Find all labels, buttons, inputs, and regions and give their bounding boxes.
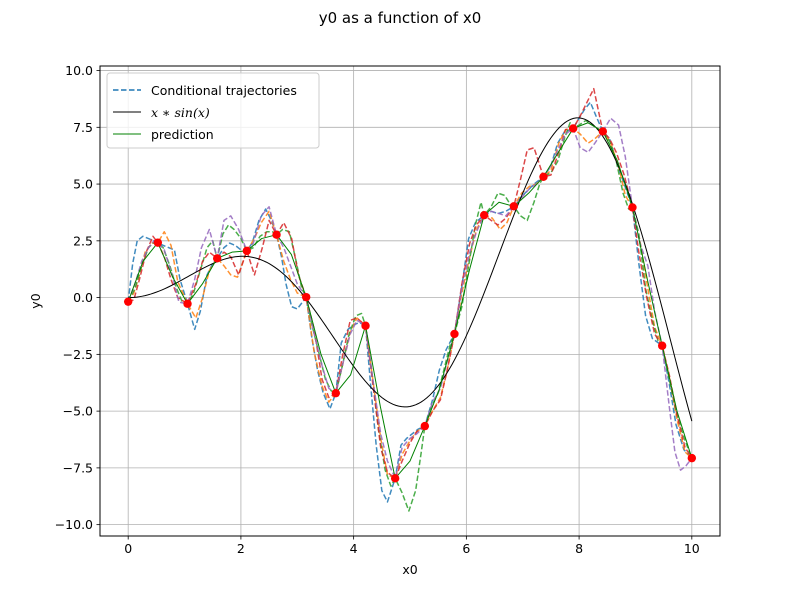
y-axis-ticks: −10.0 −7.5 −5.0 −2.5 0.0 2.5 5.0 7.5 10.0 [55, 63, 100, 532]
observation-point [272, 230, 281, 239]
y-tick-label: 5.0 [73, 177, 93, 192]
observation-points [123, 124, 697, 483]
observation-point [539, 172, 548, 182]
legend-label-reference: x ∗ sin(x) [151, 105, 210, 120]
trajectory-line-4 [127, 87, 693, 480]
observation-point [628, 203, 637, 212]
observation-point [687, 453, 697, 463]
observation-point [420, 421, 430, 431]
plot-frame [99, 65, 721, 537]
y-tick-label: 10.0 [65, 63, 93, 78]
observation-point [153, 238, 163, 247]
observation-point [657, 341, 667, 350]
observation-point [361, 321, 370, 330]
observation-point [212, 254, 222, 263]
y-tick-label: −7.5 [63, 460, 93, 475]
chart-title: y0 as a function of x0 [319, 9, 482, 27]
observation-point [568, 124, 578, 133]
x-axis-ticks: 0 2 4 6 8 10 [124, 536, 700, 556]
x-tick-label: 6 [462, 541, 470, 556]
y-tick-label: −5.0 [63, 404, 93, 419]
x-tick-label: 10 [684, 541, 700, 556]
observation-point [450, 329, 459, 339]
y-tick-label: −10.0 [55, 517, 93, 532]
y-axis-label: y0 [28, 293, 43, 308]
x-axis-label: x0 [402, 562, 417, 577]
reference-curve [128, 117, 693, 422]
observation-point [242, 246, 252, 256]
grid [100, 66, 720, 536]
prediction-layer [127, 122, 693, 479]
x-tick-label: 0 [124, 541, 132, 556]
observation-point [509, 202, 519, 211]
observation-point [598, 127, 608, 136]
y-tick-label: 0.0 [73, 290, 93, 305]
legend-label-prediction: prediction [151, 127, 214, 142]
x-tick-label: 8 [575, 541, 583, 556]
reference-curve-layer [128, 117, 693, 422]
legend: Conditional trajectories x ∗ sin(x) pred… [106, 72, 320, 149]
observation-point [183, 299, 192, 308]
prediction-line [127, 122, 693, 479]
observation-point [123, 297, 133, 306]
legend-box [106, 72, 320, 149]
y-tick-label: −2.5 [63, 347, 93, 362]
x-tick-label: 4 [350, 541, 358, 556]
y-tick-label: 7.5 [73, 120, 93, 135]
observation-point [390, 474, 400, 483]
observation-point [479, 210, 489, 220]
x-tick-label: 2 [237, 541, 245, 556]
observation-point [331, 388, 341, 398]
observation-point [301, 292, 311, 302]
legend-label-trajectories: Conditional trajectories [151, 83, 297, 98]
y-tick-label: 2.5 [73, 233, 93, 248]
